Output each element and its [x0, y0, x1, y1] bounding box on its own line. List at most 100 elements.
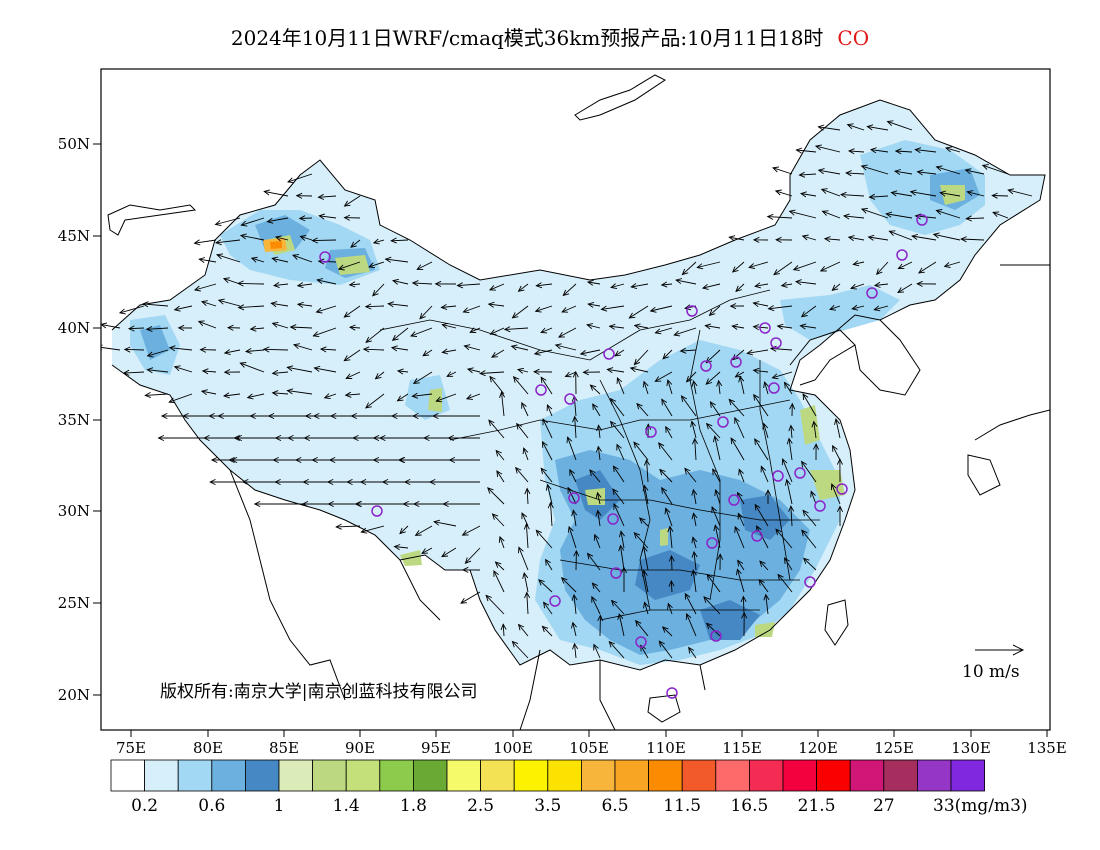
lon-label-90e: 90E: [345, 739, 375, 757]
station-marker: [607, 513, 619, 525]
wind-vector-head: [271, 369, 279, 376]
bohai-coast: [789, 329, 856, 386]
wind-vector-head: [847, 235, 855, 242]
wind-vector: [495, 561, 505, 571]
wind-vector-head: [628, 312, 636, 319]
wind-vector-head: [491, 513, 499, 520]
lon-label-95e: 95E: [421, 739, 451, 757]
wind-vector-head: [737, 559, 744, 567]
field-band-3: [575, 470, 790, 640]
wind-vector-head: [274, 235, 282, 242]
wind-vector: [489, 283, 505, 291]
wind-vector: [241, 217, 265, 226]
wind-vector: [770, 347, 793, 351]
wind-vector: [496, 470, 505, 483]
wind-vector: [174, 366, 193, 373]
station-marker: [603, 348, 615, 360]
wind-vector-head: [311, 237, 319, 244]
wind-vector-head: [515, 466, 522, 474]
wind-vector-head: [217, 412, 224, 420]
station-marker: [549, 595, 561, 607]
wind-vector-head: [823, 236, 831, 243]
colorbar-swatch: [614, 759, 649, 792]
wind-vector: [597, 492, 601, 505]
wind-vector: [361, 525, 385, 533]
wind-vector: [250, 327, 265, 330]
wind-vector: [662, 626, 673, 637]
wind-vector: [861, 208, 889, 219]
wind-vector: [465, 547, 481, 564]
wind-vector-head: [788, 424, 795, 432]
wind-vector-head: [612, 488, 619, 496]
taiwan-coast: [824, 599, 849, 646]
wind-vector-head: [661, 398, 668, 406]
wind-vector: [574, 416, 577, 439]
wind-vector-head: [641, 545, 648, 553]
wind-vector-head: [348, 281, 356, 288]
wind-vector-head: [935, 165, 943, 172]
lat-label-50n: 50N: [58, 135, 90, 153]
wind-vector: [705, 325, 721, 329]
wind-vector-head: [302, 478, 309, 486]
wind-vector-head: [812, 443, 820, 450]
wind-vector: [297, 303, 313, 307]
wind-vector-head: [728, 235, 736, 242]
wind-vector-head: [352, 434, 359, 442]
wind-vector-head: [223, 349, 231, 356]
wind-vector-head: [914, 213, 922, 220]
wind-vector-head: [464, 557, 472, 564]
wind-vector: [526, 488, 529, 505]
wind-vector: [538, 579, 553, 593]
copyright-text: 版权所有:南京大学|南京创蓝科技有限公司: [160, 682, 477, 702]
boundaries: [107, 74, 1050, 730]
wind-vector-head: [609, 420, 617, 428]
wind-vector: [574, 643, 577, 659]
wind-vector: [848, 236, 865, 241]
wind-vector-head: [517, 285, 525, 292]
wind-vector: [629, 305, 649, 319]
wind-vector-head: [681, 268, 689, 276]
wind-vector-head: [909, 189, 917, 196]
wind-vector-head: [836, 505, 844, 512]
wind-vector: [587, 553, 601, 571]
lon-label-115e: 115E: [722, 739, 762, 757]
wind-vector: [368, 261, 385, 268]
wind-vector: [142, 303, 169, 307]
lat-label-25n: 25N: [58, 594, 90, 612]
wind-vector-head: [595, 491, 602, 499]
wind-vector-head: [239, 233, 247, 240]
wind-vector-head: [203, 434, 210, 442]
wind-vector: [739, 376, 745, 395]
wind-vector-head: [740, 595, 747, 603]
wind-vector: [264, 190, 289, 197]
colorbar-swatch: [110, 759, 145, 792]
wind-vector-head: [193, 285, 201, 292]
wind-vector: [889, 230, 913, 241]
wind-vector-head: [734, 416, 740, 424]
wind-vector-head: [262, 346, 270, 353]
wind-vector: [467, 368, 481, 373]
wind-vector: [147, 349, 169, 357]
wind-vector: [680, 349, 697, 352]
wind-vector-head: [712, 468, 718, 476]
wind-vector-head: [992, 211, 1000, 218]
wind-vector-head: [343, 355, 351, 362]
wind-vector-head: [511, 640, 519, 648]
wind-vector-head: [414, 530, 422, 536]
wind-vector-head: [788, 505, 795, 512]
wind-vector: [263, 348, 289, 351]
wind-vector: [706, 623, 721, 637]
wind-vector-head: [758, 578, 765, 586]
wind-vector: [630, 367, 649, 373]
wind-vector-head: [311, 456, 318, 464]
wind-vector-head: [503, 326, 511, 333]
wind-vector-head: [499, 391, 506, 398]
wind-vector-head: [272, 282, 280, 289]
wind-vector: [313, 327, 337, 337]
wind-vector: [344, 349, 361, 362]
wind-vector: [591, 596, 601, 615]
wind-vector-head: [608, 323, 616, 330]
wind-vector: [442, 349, 457, 353]
wind-vector-head: [540, 467, 547, 475]
wind-vector: [201, 301, 217, 307]
